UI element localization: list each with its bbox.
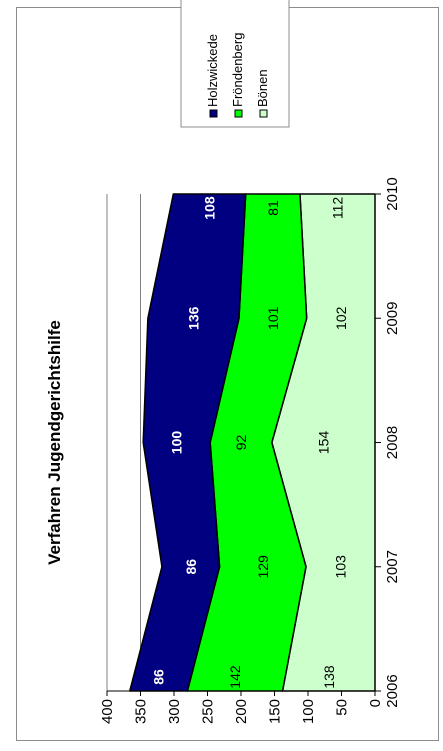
legend-box (180, 0, 290, 128)
data-label: 112 (329, 197, 345, 220)
data-label: 103 (332, 555, 348, 579)
y-tick-label: 100 (300, 699, 317, 724)
x-tick-label: 2009 (384, 302, 401, 335)
data-label: 138 (321, 665, 337, 689)
y-tick-label: 350 (133, 699, 150, 724)
legend-label: Holzwickede (205, 34, 220, 107)
x-tick-label: 2008 (384, 426, 401, 459)
y-tick-label: 50 (334, 699, 351, 716)
x-tick-labels: 2006 2007 2008 2009 2010 (384, 177, 401, 707)
data-label: 108 (202, 196, 218, 220)
data-label: 129 (255, 555, 271, 579)
y-tick-label: 0 (367, 699, 384, 707)
y-tick-label: 250 (200, 699, 217, 724)
data-label: 86 (183, 559, 199, 575)
data-label: 154 (315, 431, 331, 455)
series-areas (129, 193, 376, 692)
y-tick-labels: 0 50 100 150 200 250 300 350 400 (99, 699, 384, 724)
y-tick-label: 300 (166, 699, 183, 724)
legend: Holzwickede Fröndenberg Bönen (180, 0, 290, 128)
legend-swatch (259, 109, 268, 118)
area-holzwickede (129, 193, 247, 692)
axes (106, 193, 381, 696)
data-label: 142 (227, 665, 243, 689)
chart-title: Verfahren Jugendgerichtshilfe (45, 320, 64, 565)
data-label: 81 (265, 200, 281, 216)
y-tick-label: 150 (267, 699, 284, 724)
x-tick-label: 2010 (384, 177, 401, 210)
legend-swatch (234, 109, 243, 118)
data-label: 136 (185, 306, 201, 330)
data-label: 86 (151, 669, 167, 685)
x-tick-label: 2006 (384, 674, 401, 707)
y-tick-label: 200 (233, 699, 250, 724)
data-label: 100 (169, 431, 185, 455)
legend-swatch (209, 109, 218, 118)
data-labels: 138 103 154 102 112 142 129 92 101 81 86 86 100 136 10… (151, 196, 349, 689)
x-tick-label: 2007 (384, 550, 401, 583)
legend-label: Bönen (255, 69, 270, 107)
data-label: 101 (265, 306, 281, 330)
legend-label: Fröndenberg (230, 33, 245, 107)
y-tick-label: 400 (99, 699, 116, 724)
data-label: 102 (333, 306, 349, 330)
data-label: 92 (233, 435, 249, 451)
